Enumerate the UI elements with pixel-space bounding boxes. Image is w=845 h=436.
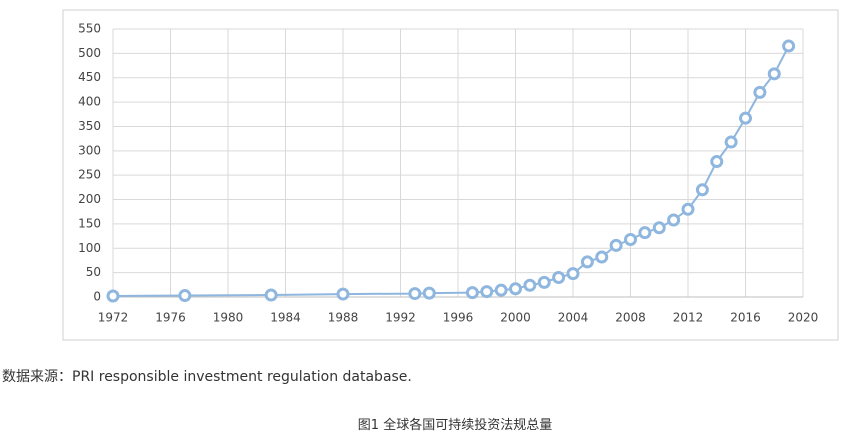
- y-tick-label: 500: [78, 46, 101, 60]
- x-tick-label: 2008: [615, 311, 646, 325]
- y-tick-label: 50: [86, 265, 101, 279]
- data-point: [652, 221, 666, 235]
- y-tick-label: 300: [78, 143, 101, 157]
- data-point: [552, 271, 566, 285]
- x-tick-label: 1984: [270, 311, 301, 325]
- chart: 0 50 100 150 200 250 300 350 400 450 500 550 1972 197…: [62, 9, 839, 341]
- data-point: [695, 183, 709, 197]
- x-tick-label: 2000: [500, 311, 531, 325]
- figure-caption: 图1 全球各国可持续投资法规总量: [357, 418, 553, 433]
- data-point: [595, 250, 609, 264]
- data-point: [537, 275, 551, 289]
- data-point: [609, 238, 623, 252]
- data-point: [408, 287, 422, 301]
- data-point: [106, 289, 120, 303]
- data-point: [580, 255, 594, 269]
- x-tick-label: 1980: [213, 311, 244, 325]
- y-tick-label: 250: [78, 168, 101, 182]
- x-tick-label: 2004: [558, 311, 589, 325]
- y-tick-label: 150: [78, 216, 101, 230]
- x-tick-label: 1992: [385, 311, 416, 325]
- data-point: [739, 111, 752, 125]
- y-tick-label: 450: [78, 70, 101, 84]
- data-point: [566, 267, 580, 281]
- data-point: [480, 285, 494, 299]
- data-point: [624, 233, 637, 247]
- y-tick-label: 350: [78, 119, 101, 133]
- data-point: [638, 226, 652, 240]
- data-point: [710, 155, 724, 169]
- x-tick-label: 1996: [443, 311, 474, 325]
- data-point: [422, 286, 436, 300]
- x-tick-label: 1972: [98, 311, 129, 325]
- x-tick-label: 1976: [155, 311, 186, 325]
- source-note: 数据来源：PRI responsible investment regulati…: [2, 369, 412, 385]
- y-tick-label: 200: [78, 192, 101, 206]
- data-point: [681, 202, 695, 216]
- data-point: [465, 286, 479, 300]
- data-point: [336, 287, 350, 301]
- y-tick-label: 100: [78, 241, 101, 255]
- y-tick-label: 550: [78, 22, 101, 36]
- y-tick-label: 0: [93, 290, 101, 304]
- data-point: [494, 283, 508, 297]
- data-point: [667, 213, 681, 227]
- data-point: [767, 67, 781, 81]
- x-tick-label: 2012: [673, 311, 704, 325]
- x-tick-label: 1988: [328, 311, 359, 325]
- data-point: [753, 85, 767, 99]
- x-tick-label: 2016: [730, 311, 761, 325]
- data-point: [782, 39, 796, 53]
- data-point: [724, 135, 738, 149]
- y-tick-label: 400: [78, 95, 101, 109]
- data-point: [523, 278, 537, 292]
- x-tick-label: 2020: [788, 311, 819, 325]
- data-point: [178, 289, 192, 303]
- data-point: [264, 288, 278, 302]
- data-point: [509, 282, 522, 296]
